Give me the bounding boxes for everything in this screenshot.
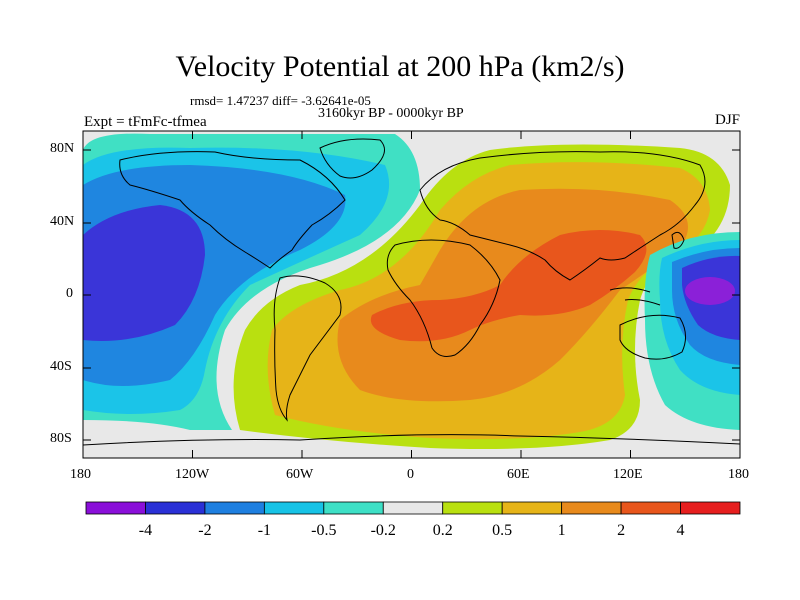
lon-label-120w: 120W [175,467,210,482]
colorbar-box-4 [323,501,384,515]
lon-label-180w: 180 [70,467,91,482]
lat-tick-marks [83,149,740,441]
colorbar-label-9: 4 [677,522,685,539]
colorbar-box-2 [204,501,265,515]
colorbar-label-2: -1 [258,522,271,539]
stats-text: rmsd= 1.47237 diff= -3.62641e-05 [190,93,371,108]
colorbar-box-1 [145,501,206,515]
lat-label-0: 0 [66,286,73,301]
colorbar-label-7: 1 [558,522,566,539]
colorbar-box-3 [263,501,325,515]
coast-indonesia [609,287,661,306]
experiment-label: Expt = tFmFc-tfmea [84,114,207,130]
colorbar-box-10 [680,501,741,515]
positive-redorange-region [370,230,647,342]
colorbar-box-8 [561,501,622,515]
lat-label-40n: 40N [50,214,75,229]
lat-label-80s: 80S [50,431,72,446]
coast-europe-asia [419,151,706,281]
colorbar-label-5: 0.2 [433,522,453,539]
chart-title: Velocity Potential at 200 hPa (km2/s) [175,50,625,83]
period-text: 3160kyr BP - 0000kyr BP [318,106,464,121]
colorbar-label-4: -0.2 [371,522,396,539]
coast-greenland [319,138,385,179]
colorbar-label-3: -0.5 [311,522,336,539]
lon-label-60w: 60W [286,467,314,482]
coast-australia [619,314,686,360]
coastlines [83,138,740,446]
colorbar-label-8: 2 [617,522,625,539]
lon-label-180e: 180 [728,467,749,482]
lat-label-40s: 40S [50,359,72,374]
colorbar-box-0 [85,501,146,515]
coast-africa [386,239,501,357]
coast-south-america [273,275,342,422]
lat-label-80n: 80N [50,141,75,156]
coast-north-america [119,151,346,269]
lon-tick-marks [82,131,631,458]
colorbar-label-6: 0.5 [492,522,512,539]
wpac-purple-core [685,277,735,305]
coast-japan [671,231,685,249]
coast-antarctica [83,434,740,446]
colorbar-box-7 [501,501,563,515]
season-label: DJF [714,112,740,128]
colorbar-label-0: -4 [139,522,152,539]
negative-deepblue-region [83,205,205,341]
colorbar-box-6 [442,501,503,515]
lon-label-0: 0 [407,467,414,482]
lon-label-60e: 60E [507,467,530,482]
colorbar-box-9 [620,501,681,515]
colorbar-label-1: -2 [198,522,211,539]
lon-label-120e: 120E [613,467,643,482]
contour-field [83,131,740,458]
colorbar: -4 -2 -1 -0.5 -0.2 0.2 0.5 1 2 4 [85,501,741,539]
colorbar-box-5 [382,501,444,515]
